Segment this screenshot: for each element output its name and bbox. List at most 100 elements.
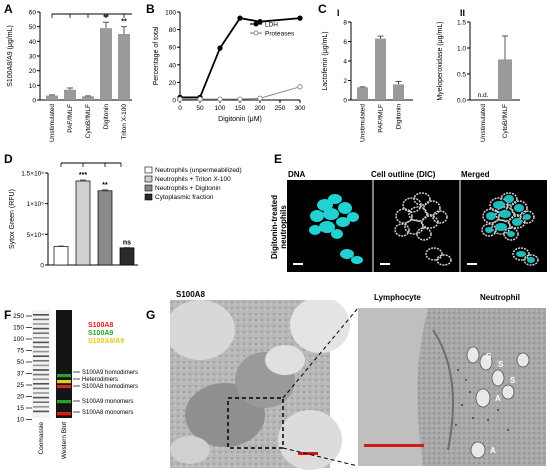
y-tick-label: 0 <box>172 98 176 105</box>
y-tick-label: 60 <box>29 10 37 17</box>
x-tick-label: PAF/fMLF <box>378 104 385 133</box>
marker-label: 250 <box>13 313 24 320</box>
significance-label: ** <box>102 182 108 189</box>
bar <box>53 246 69 266</box>
x-axis-label: Digitonin (μM) <box>218 116 262 123</box>
x-tick-label: 200 <box>255 105 266 112</box>
bar-chart-c-ii: II 0.0 0.5 1.0 1.5 Myeloperoxidase (μg/mL) Uns… <box>437 8 520 142</box>
panel-label-c: C <box>318 2 327 16</box>
western-band <box>57 374 71 378</box>
y-axis-label: Sytox Green (RFU) <box>9 189 16 249</box>
legend-s100a9: S100A9 <box>88 330 114 337</box>
bar <box>375 38 386 100</box>
coomassie-band <box>33 332 49 334</box>
bar <box>64 89 76 100</box>
lane-label: Coomassie <box>38 422 45 455</box>
y-tick-label: 50 <box>29 24 37 31</box>
side-label: Digitonin-treated neutrophils <box>270 195 288 259</box>
significance-label: ns <box>123 239 131 246</box>
side-label-container: Digitonin-treated neutrophils <box>270 180 288 270</box>
na-label: n.d. <box>478 92 489 99</box>
band-label: S100A9 monomers <box>82 399 133 405</box>
coomassie-band <box>33 346 49 348</box>
coomassie-band <box>33 327 49 330</box>
y-tick-label: 40 <box>169 62 177 69</box>
y-tick-label: 30 <box>29 54 37 61</box>
coomassie-band <box>33 360 49 362</box>
legend-label: Neutrophils + Digitonin <box>155 185 221 192</box>
coomassie-band <box>33 350 49 353</box>
x-tick-label: Unstimulated <box>360 104 367 142</box>
legend-label: Proteases <box>265 31 295 38</box>
marker-label: 10 <box>17 417 25 424</box>
x-tick-label: 100 <box>215 105 226 112</box>
em-title: S100A8 <box>176 290 205 299</box>
data-point <box>297 15 303 21</box>
x-tick-label: CytoB/fMLF <box>85 104 92 138</box>
legend-label: Neutrophils (unpermeabilized) <box>155 167 242 174</box>
coomassie-band <box>33 341 49 344</box>
granule-a2: A <box>490 446 496 455</box>
marker-label: 20 <box>17 394 25 401</box>
coomassie-band <box>33 406 49 408</box>
legend-s100a8a9: S100A8/A9 <box>88 338 125 345</box>
data-point <box>217 45 223 51</box>
gel-blot-f: 250 150 100 75 50 37 25 20 15 10 S100A9 homodimers… <box>13 310 138 459</box>
legend-swatch <box>144 175 153 183</box>
y-tick-label: 1.5 <box>457 20 466 27</box>
em-zoom <box>358 308 546 466</box>
coomassie-band <box>33 383 49 385</box>
legend-label: Neutrophils + Triton X-100 <box>155 176 231 183</box>
x-tick-label: Unstimulated <box>49 104 56 142</box>
coomassie-band <box>33 369 49 371</box>
x-tick-label: 50 <box>196 105 204 112</box>
data-point <box>297 84 303 90</box>
x-tick-label: Triton X-100 <box>121 104 128 140</box>
bar <box>393 84 404 100</box>
coomassie-band <box>33 355 49 357</box>
legend-marker <box>253 30 259 36</box>
y-tick-label: 1.0 <box>457 46 466 53</box>
data-point <box>177 96 183 102</box>
x-tick-label: CytoB/fMLF <box>502 104 509 138</box>
panel-label-a: A <box>4 2 13 16</box>
col-label-dic: Cell outline (DIC) <box>371 170 436 179</box>
x-tick-label: Digitonin <box>103 104 110 130</box>
label-neutrophil: Neutrophil <box>480 293 520 302</box>
panel-label-e: E <box>274 152 283 166</box>
granule-a1: A <box>495 394 501 403</box>
significance-label: ** <box>121 19 127 26</box>
x-tick-label: Unstimulated <box>480 104 487 142</box>
y-tick-label: 6 <box>343 39 347 46</box>
dna-image <box>293 194 363 265</box>
y-tick-label: 4 <box>343 59 347 66</box>
marker-label: 15 <box>17 405 25 412</box>
y-tick-label: 60 <box>169 45 177 52</box>
x-tick-label: PAF/fMLF <box>67 104 74 133</box>
data-point <box>257 19 263 25</box>
bar <box>498 59 512 100</box>
data-point <box>217 96 223 102</box>
coomassie-band <box>33 314 49 316</box>
western-band <box>57 380 71 384</box>
coomassie-band <box>33 410 49 413</box>
sub-label-ii: II <box>460 8 465 18</box>
x-tick-label: 250 <box>275 105 286 112</box>
y-tick-label: 0.0 <box>457 98 466 105</box>
bar <box>118 34 130 100</box>
coomassie-band <box>33 378 49 380</box>
legend-s100a8: S100A8 <box>88 322 114 329</box>
coomassie-band <box>33 364 49 367</box>
bar <box>100 28 112 101</box>
panel-label-f: F <box>4 308 12 322</box>
coomassie-band <box>33 337 49 339</box>
y-tick-label: 2 <box>343 78 347 85</box>
data-point <box>237 15 243 21</box>
coomassie-band <box>33 318 49 321</box>
marker-label: 25 <box>17 382 25 389</box>
label-lymphocyte: Lymphocyte <box>374 293 421 302</box>
coomassie-band <box>33 392 49 394</box>
marker-label: 75 <box>17 348 25 355</box>
legend-marker <box>253 21 259 27</box>
band-label: S100A9 homodimers <box>82 370 138 376</box>
